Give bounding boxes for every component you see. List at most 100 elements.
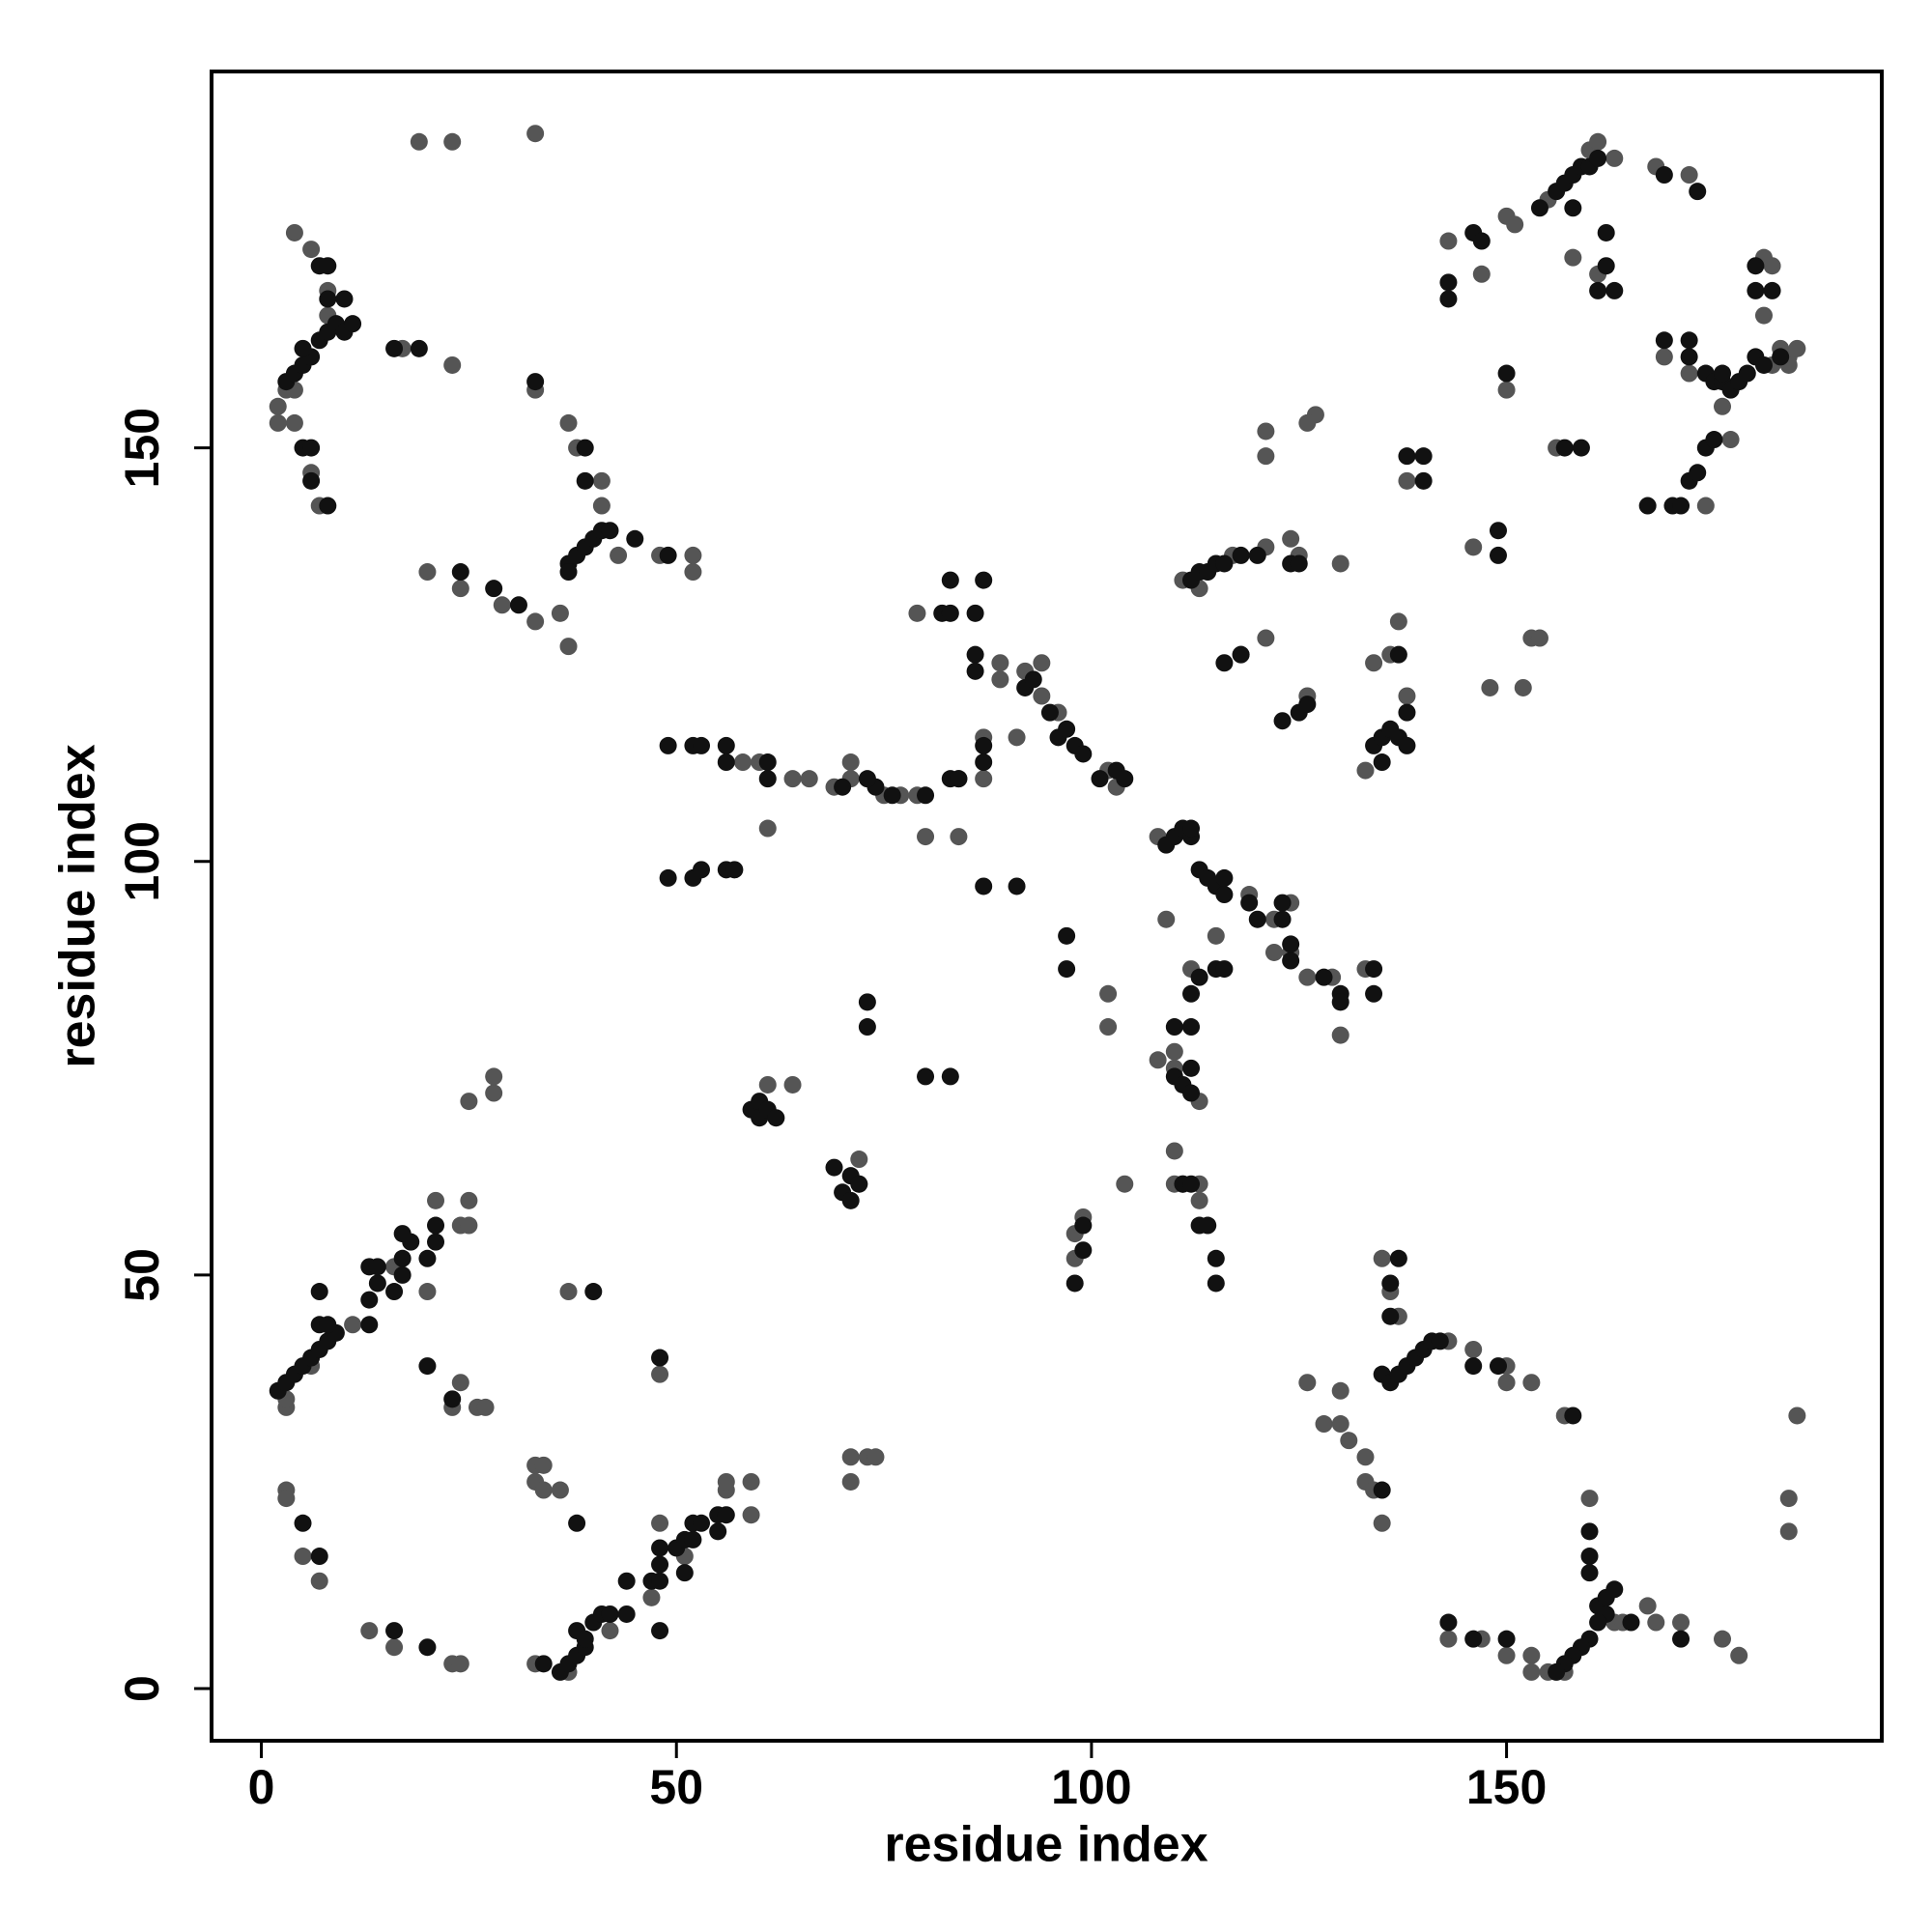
point	[269, 413, 287, 432]
point	[975, 877, 993, 895]
point	[368, 1274, 386, 1293]
point	[1506, 215, 1524, 234]
point	[294, 339, 312, 357]
point	[1365, 984, 1383, 1003]
point	[717, 753, 735, 772]
point	[1754, 355, 1773, 374]
y-tick-label: 0	[115, 1675, 169, 1702]
point	[1058, 720, 1076, 738]
point	[617, 1572, 636, 1590]
point	[1605, 149, 1624, 167]
point	[509, 596, 527, 614]
point	[1747, 257, 1765, 275]
point	[1248, 546, 1266, 564]
point	[1439, 1630, 1458, 1648]
point	[576, 1630, 594, 1648]
point	[360, 1316, 379, 1334]
point	[1472, 232, 1491, 250]
point	[1714, 397, 1732, 415]
point	[1605, 1580, 1624, 1599]
point	[418, 1283, 437, 1301]
point	[418, 563, 437, 582]
point	[1149, 1051, 1167, 1069]
point	[1190, 1191, 1208, 1209]
point	[1564, 248, 1582, 267]
point	[1331, 1381, 1350, 1400]
point	[1040, 703, 1059, 722]
point	[1622, 1613, 1640, 1632]
point	[1680, 166, 1698, 185]
point	[1356, 761, 1375, 780]
point	[1555, 439, 1574, 457]
point	[460, 1093, 478, 1111]
plot-frame	[210, 70, 1884, 1743]
point	[1190, 968, 1208, 986]
point	[1282, 935, 1300, 953]
point	[1315, 968, 1333, 986]
point	[675, 1564, 694, 1582]
point	[1464, 1340, 1483, 1358]
point	[385, 1638, 404, 1657]
point	[1215, 654, 1234, 672]
point	[1747, 281, 1765, 299]
point	[1763, 281, 1781, 299]
point	[1754, 306, 1773, 325]
point	[476, 1398, 495, 1416]
point	[950, 828, 968, 846]
point	[651, 1365, 669, 1383]
point	[385, 339, 404, 357]
point	[285, 223, 303, 242]
point	[601, 1605, 619, 1623]
point	[1373, 1481, 1391, 1499]
point	[1282, 952, 1300, 970]
point	[659, 868, 677, 887]
point	[1472, 265, 1491, 283]
point	[1331, 1026, 1350, 1044]
point	[1033, 654, 1051, 672]
point	[319, 257, 337, 275]
point	[410, 132, 428, 151]
point	[393, 1225, 412, 1243]
point	[1514, 678, 1532, 696]
point	[1481, 678, 1499, 696]
point	[1672, 1613, 1690, 1632]
point	[1298, 968, 1317, 986]
point	[1257, 447, 1275, 466]
point	[1240, 894, 1259, 912]
y-tick-label: 100	[115, 821, 169, 901]
point	[684, 1530, 702, 1548]
point	[693, 861, 711, 879]
point	[1389, 645, 1407, 664]
point	[941, 1067, 959, 1086]
point	[418, 1357, 437, 1376]
point	[551, 604, 569, 622]
point	[1705, 431, 1723, 449]
point	[1298, 696, 1317, 714]
point	[758, 819, 777, 838]
point	[1182, 1084, 1201, 1102]
point	[443, 355, 462, 374]
point	[758, 753, 777, 772]
point	[1165, 1018, 1183, 1037]
point	[991, 654, 1009, 672]
point	[651, 1555, 669, 1574]
point	[294, 1514, 312, 1532]
point	[758, 770, 777, 788]
point	[800, 770, 818, 788]
point	[610, 546, 628, 564]
point	[767, 1109, 785, 1127]
point	[1298, 413, 1317, 432]
point	[1605, 281, 1624, 299]
point	[1091, 770, 1109, 788]
point	[344, 315, 362, 333]
point	[908, 604, 926, 622]
point	[1257, 629, 1275, 647]
point	[1572, 439, 1590, 457]
y-tick-label: 50	[115, 1248, 169, 1302]
point	[1182, 1175, 1201, 1193]
point	[1373, 1514, 1391, 1532]
point	[825, 1158, 843, 1177]
point	[1215, 886, 1234, 904]
point	[485, 1084, 503, 1102]
x-tick-label: 150	[1466, 1760, 1547, 1814]
